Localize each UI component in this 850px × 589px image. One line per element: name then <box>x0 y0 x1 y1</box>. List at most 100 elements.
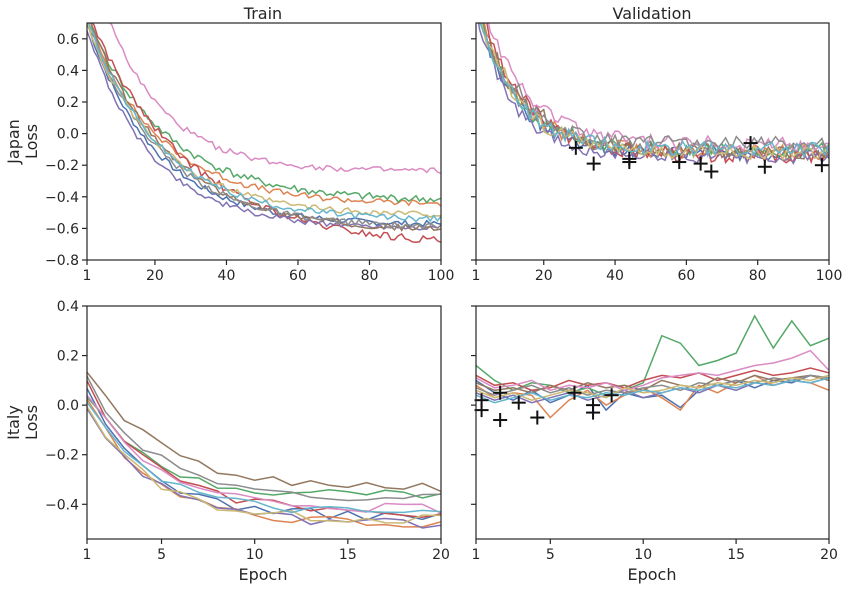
x-axis-label-left: Epoch <box>239 565 288 584</box>
y-tick-label: −0.8 <box>45 253 79 269</box>
axes-frame <box>475 305 830 540</box>
x-tick-label: 5 <box>157 547 166 563</box>
y-tick-label: −0.2 <box>45 158 79 174</box>
best-epoch-marker <box>567 385 582 400</box>
panel-italy-validation: 1 5 10 15 20 <box>471 305 838 563</box>
x-tick-label: 60 <box>677 268 695 284</box>
best-epoch-marker <box>568 140 583 155</box>
x-tick-label: 20 <box>535 268 553 284</box>
x-tick-label: 1 <box>472 268 481 284</box>
x-tick-label: 15 <box>339 547 357 563</box>
x-tick-label: 10 <box>246 547 264 563</box>
panel-japan-train: 1 20 40 60 80 100 −0.8 −0.6 −0.4 −0.2 0.0 0.2 0.4 0.6 <box>45 22 455 284</box>
x-tick-label: 1 <box>83 268 92 284</box>
best-epoch-marker <box>586 156 601 171</box>
series-line <box>482 23 829 159</box>
axes-frame <box>475 22 830 261</box>
axes-frame <box>86 305 442 540</box>
y-tick-label: 0.2 <box>57 349 79 365</box>
best-epoch-marker <box>604 388 619 403</box>
best-epoch-marker <box>704 164 719 179</box>
row-label-line: Italy <box>4 405 23 440</box>
series-line <box>91 23 441 243</box>
best-epoch-marker <box>814 158 829 173</box>
row-label-line: Loss <box>22 405 41 440</box>
series-line <box>109 23 441 175</box>
series-line <box>87 380 441 519</box>
y-tick-label: 0.0 <box>57 398 79 414</box>
series-group <box>87 371 441 529</box>
y-tick-label: −0.4 <box>45 190 79 206</box>
series-group <box>476 314 829 419</box>
row-label-italy: Italy Loss <box>4 405 41 440</box>
x-tick-label: 60 <box>289 268 307 284</box>
best-epoch-marker <box>511 395 526 410</box>
series-line <box>479 23 829 158</box>
x-tick-label: 15 <box>727 547 745 563</box>
series-line <box>87 398 441 528</box>
series-line <box>476 367 829 392</box>
x-tick-label: 80 <box>749 268 767 284</box>
series-line <box>476 314 829 396</box>
series-group <box>87 23 441 243</box>
best-epoch-marker <box>493 385 508 400</box>
series-line <box>87 23 441 231</box>
best-epoch-marker <box>693 156 708 171</box>
best-epoch-marker <box>622 155 637 170</box>
series-line <box>481 23 829 160</box>
row-label-line: Japan <box>4 119 23 165</box>
series-line <box>476 374 829 396</box>
y-tick-label: 0.4 <box>57 63 79 79</box>
series-line <box>88 23 441 223</box>
panel-italy-train: 1 5 10 15 20−0.4−0.20.00.20.4 <box>45 299 450 563</box>
x-axis-label-right: Epoch <box>628 565 677 584</box>
x-tick-label: 1 <box>83 547 92 563</box>
best-epoch-marker <box>493 413 508 428</box>
series-line <box>87 375 441 502</box>
x-tick-label: 20 <box>432 547 450 563</box>
x-tick-label: 5 <box>546 547 555 563</box>
y-tick-label: 0.0 <box>57 127 79 143</box>
series-line <box>477 23 829 166</box>
series-line <box>87 401 441 514</box>
y-tick-label: 0.6 <box>57 32 79 48</box>
best-epoch-marker <box>530 410 545 425</box>
panel-japan-validation: 1 20 40 60 80 100 <box>471 22 843 284</box>
x-tick-label: 100 <box>816 268 843 284</box>
series-line <box>481 23 829 150</box>
row-label-line: Loss <box>22 124 41 159</box>
y-tick-label: 0.4 <box>57 299 79 315</box>
column-title-validation: Validation <box>612 4 691 23</box>
x-tick-label: 20 <box>820 547 838 563</box>
y-tick-label: −0.2 <box>45 448 79 464</box>
x-tick-label: 40 <box>218 268 236 284</box>
series-line <box>476 374 829 412</box>
best-epoch-marker <box>586 405 601 420</box>
x-tick-label: 1 <box>472 547 481 563</box>
x-tick-label: 100 <box>428 268 455 284</box>
series-group <box>477 23 829 166</box>
row-label-japan: Japan Loss <box>4 119 41 165</box>
series-line <box>480 23 829 162</box>
best-epoch-marker <box>672 155 687 170</box>
series-line <box>476 374 829 394</box>
x-tick-label: 10 <box>634 547 652 563</box>
y-tick-label: −0.4 <box>45 497 79 513</box>
column-title-train: Train <box>243 4 282 23</box>
series-line <box>87 371 441 493</box>
x-tick-label: 40 <box>606 268 624 284</box>
best-epoch-marker <box>474 403 489 418</box>
x-tick-label: 80 <box>361 268 379 284</box>
best-epoch-marker <box>743 136 758 151</box>
series-line <box>476 377 829 404</box>
series-line <box>87 406 441 524</box>
best-epoch-marker <box>757 159 772 174</box>
series-line <box>476 349 829 392</box>
y-tick-label: 0.2 <box>57 95 79 111</box>
y-tick-label: −0.6 <box>45 221 79 237</box>
series-line <box>87 394 441 514</box>
series-line <box>90 23 441 204</box>
axes-frame <box>86 22 442 261</box>
series-line <box>87 23 441 207</box>
